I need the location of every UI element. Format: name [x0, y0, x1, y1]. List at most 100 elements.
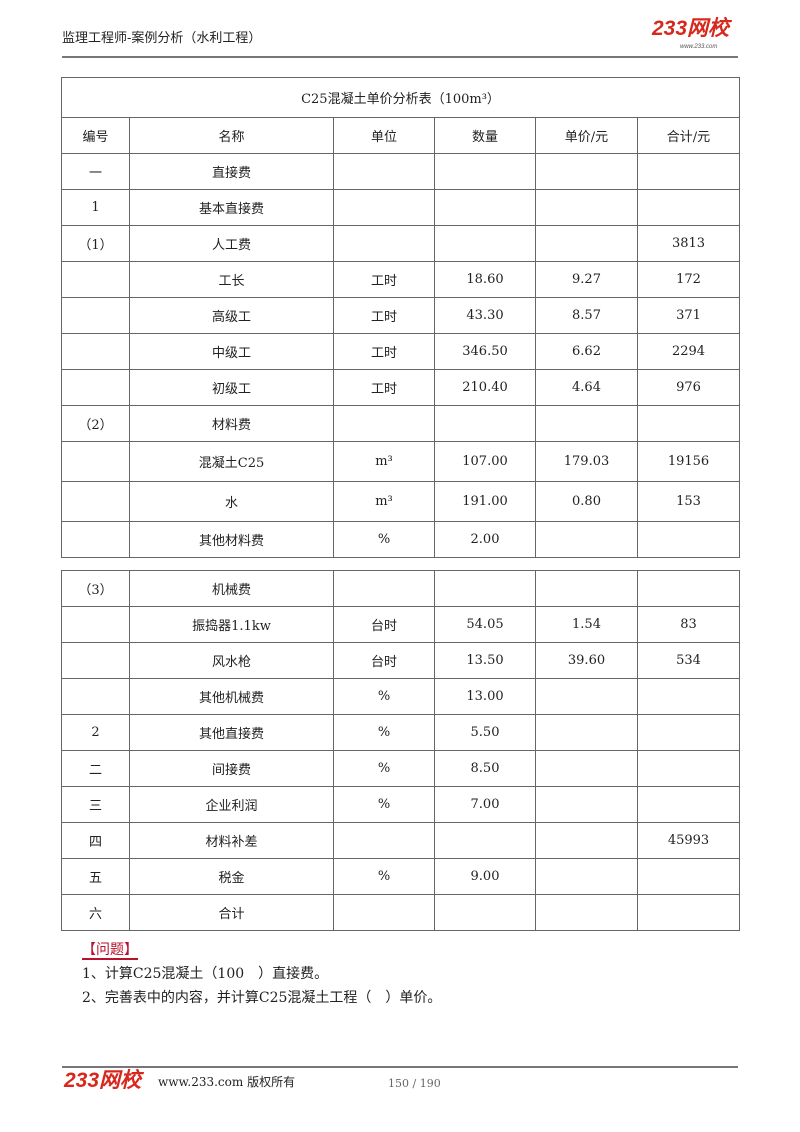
table-cell: 371 — [637, 297, 740, 334]
table-cell: 39.60 — [535, 642, 638, 679]
table-cell: （3） — [61, 570, 130, 607]
table-cell — [535, 153, 638, 190]
table-cell: 工时 — [333, 369, 435, 406]
table-cell: 工时 — [333, 261, 435, 298]
column-header: 单价/元 — [535, 117, 638, 154]
footer-logo: 233网校 — [64, 1069, 142, 1092]
table-cell: 工时 — [333, 297, 435, 334]
column-header: 编号 — [61, 117, 130, 154]
table-row: （1） 人工费 3813 — [61, 225, 740, 262]
table-cell — [434, 189, 536, 226]
table-title: C25混凝土单价分析表（100m³） — [61, 77, 740, 118]
price-analysis-table-part2: （3） 机械费 振捣器1.1kw 台时 54.05 1.54 83 风水枪 台时 13.50 39.… — [61, 570, 740, 931]
table-cell — [61, 642, 130, 679]
table-cell: 172 — [637, 261, 740, 298]
table-cell: % — [333, 521, 435, 558]
table-cell: 直接费 — [129, 153, 334, 190]
table-cell: （1） — [61, 225, 130, 262]
table-cell — [535, 822, 638, 859]
table-cell — [333, 894, 435, 931]
table-cell — [535, 714, 638, 751]
table-cell — [535, 570, 638, 607]
table-cell — [637, 678, 740, 715]
table-cell: 13.50 — [434, 642, 536, 679]
table-cell: % — [333, 786, 435, 823]
table-cell — [434, 822, 536, 859]
table-cell: 4.64 — [535, 369, 638, 406]
table-cell: 其他直接费 — [129, 714, 334, 751]
table-cell — [61, 333, 130, 370]
table-cell — [535, 858, 638, 895]
table-cell: 工时 — [333, 333, 435, 370]
table-cell: % — [333, 714, 435, 751]
table-cell: 107.00 — [434, 441, 536, 482]
table-cell: 83 — [637, 606, 740, 643]
question-1: 1、计算C25混凝土（100 ）直接费。 — [82, 966, 329, 982]
table-cell — [637, 153, 740, 190]
table-cell: 179.03 — [535, 441, 638, 482]
table-row: 初级工 工时 210.40 4.64 976 — [61, 369, 740, 406]
table-cell: 3813 — [637, 225, 740, 262]
table-cell — [333, 570, 435, 607]
table-cell — [333, 405, 435, 442]
table-cell: 企业利润 — [129, 786, 334, 823]
table-cell: 9.00 — [434, 858, 536, 895]
table-cell: 四 — [61, 822, 130, 859]
price-analysis-table-part1: C25混凝土单价分析表（100m³） 编号 名称 单位 数量 单价/元 合计/元 一直接费… — [61, 77, 740, 558]
table-cell: 机械费 — [129, 570, 334, 607]
table-cell: 间接费 — [129, 750, 334, 787]
table-row: 风水枪 台时 13.50 39.60 534 — [61, 642, 740, 679]
footer-copyright: www.233.com 版权所有 — [158, 1075, 296, 1089]
table-row: 中级工 工时 346.50 6.62 2294 — [61, 333, 740, 370]
table-cell: 材料补差 — [129, 822, 334, 859]
table-cell — [535, 786, 638, 823]
table-cell — [535, 225, 638, 262]
table-cell: 19156 — [637, 441, 740, 482]
table-cell — [637, 786, 740, 823]
table-row: 混凝土C25 m³ 107.00 179.03 19156 — [61, 441, 740, 482]
table-cell: % — [333, 678, 435, 715]
table-cell: 5.50 — [434, 714, 536, 751]
table-cell: 六 — [61, 894, 130, 931]
table-cell: 346.50 — [434, 333, 536, 370]
table-header-row: 编号 名称 单位 数量 单价/元 合计/元 — [61, 117, 740, 154]
table-row: 水 m³ 191.00 0.80 153 — [61, 481, 740, 522]
table-cell: 534 — [637, 642, 740, 679]
table-cell: 三 — [61, 786, 130, 823]
table-cell — [434, 894, 536, 931]
table-cell — [61, 606, 130, 643]
questions-heading: 【问题】 — [82, 942, 138, 960]
table-cell — [637, 858, 740, 895]
table-cell: 8.50 — [434, 750, 536, 787]
table-cell: 二 — [61, 750, 130, 787]
table-cell: 1 — [61, 189, 130, 226]
table-cell — [333, 153, 435, 190]
table-cell: 13.00 — [434, 678, 536, 715]
footer-rule — [62, 1066, 738, 1068]
table-row: 二间接费% 8.50 — [61, 750, 740, 787]
table-cell — [434, 153, 536, 190]
column-header: 单位 — [333, 117, 435, 154]
column-header: 名称 — [129, 117, 334, 154]
table-row: 1 基本直接费 — [61, 189, 740, 226]
table-cell — [535, 521, 638, 558]
table-cell: 1.54 — [535, 606, 638, 643]
table-cell: 材料费 — [129, 405, 334, 442]
table-cell: 18.60 — [434, 261, 536, 298]
table-cell: 6.62 — [535, 333, 638, 370]
table-cell — [333, 822, 435, 859]
table-cell: 2 — [61, 714, 130, 751]
table-cell — [637, 189, 740, 226]
table-cell: 水 — [129, 481, 334, 522]
table-cell: 43.30 — [434, 297, 536, 334]
table-cell: 976 — [637, 369, 740, 406]
table-row: （2） 材料费 — [61, 405, 740, 442]
question-2: 2、完善表中的内容，并计算C25混凝土工程（ ）单价。 — [82, 990, 442, 1006]
table-cell — [434, 225, 536, 262]
table-cell: 混凝土C25 — [129, 441, 334, 482]
table-row: 六合计 — [61, 894, 740, 931]
table-cell — [434, 570, 536, 607]
table-cell: 191.00 — [434, 481, 536, 522]
table-cell: % — [333, 858, 435, 895]
table-cell — [61, 441, 130, 482]
